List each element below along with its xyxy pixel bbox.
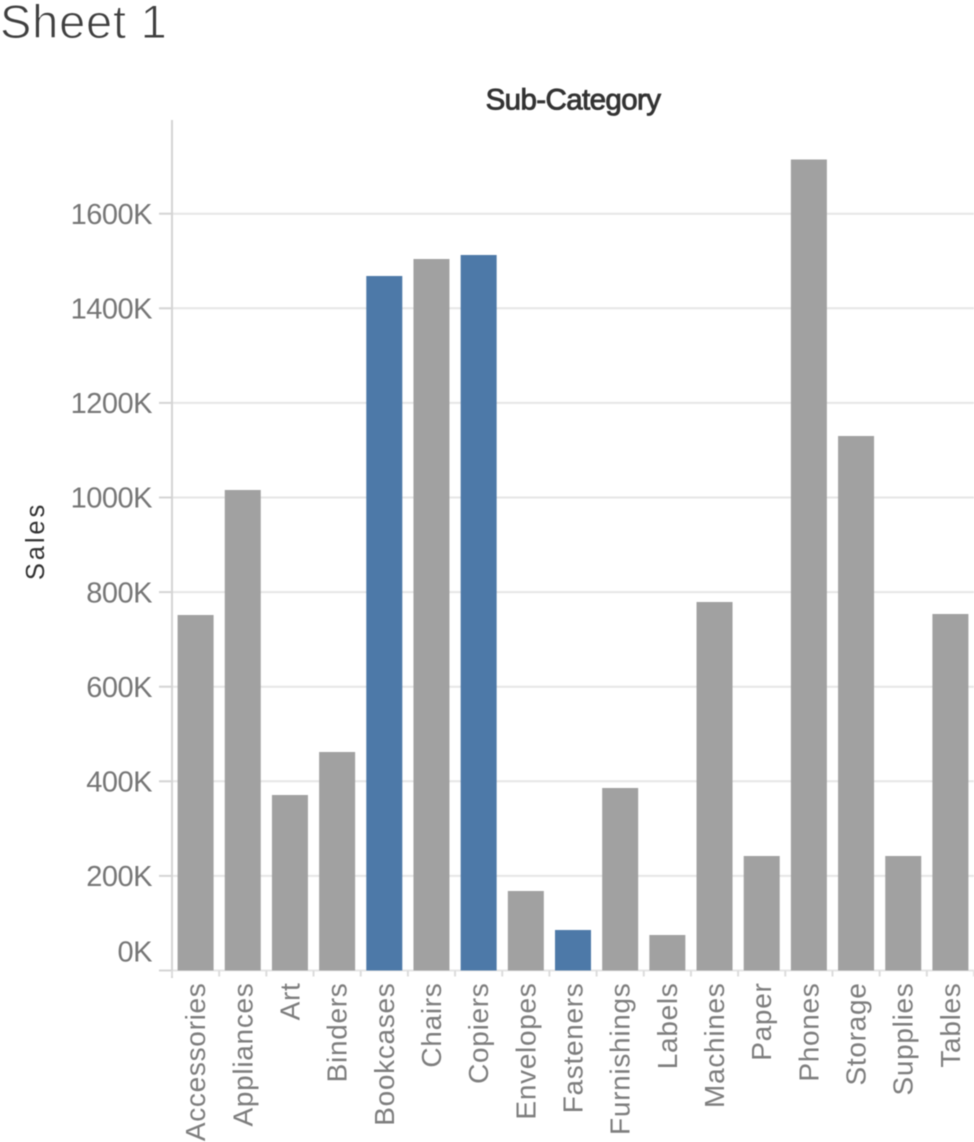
- svg-text:0K: 0K: [118, 936, 154, 968]
- svg-text:200K: 200K: [86, 861, 153, 893]
- svg-text:Sub-Category: Sub-Category: [486, 84, 662, 117]
- svg-text:Bookcases: Bookcases: [369, 983, 400, 1126]
- svg-text:Machines: Machines: [699, 983, 730, 1108]
- svg-text:Sales: Sales: [22, 502, 50, 580]
- svg-text:1600K: 1600K: [71, 199, 154, 231]
- svg-text:Supplies: Supplies: [888, 983, 919, 1096]
- svg-text:Appliances: Appliances: [227, 983, 258, 1127]
- svg-text:600K: 600K: [86, 672, 153, 704]
- svg-text:Furnishings: Furnishings: [605, 983, 636, 1135]
- svg-text:Phones: Phones: [793, 983, 824, 1082]
- svg-text:1000K: 1000K: [71, 483, 154, 515]
- svg-text:Labels: Labels: [652, 983, 683, 1070]
- svg-text:Copiers: Copiers: [463, 983, 494, 1084]
- svg-text:Paper: Paper: [746, 983, 777, 1061]
- svg-text:400K: 400K: [86, 766, 153, 798]
- svg-text:Envelopes: Envelopes: [510, 983, 541, 1120]
- svg-text:Fasteners: Fasteners: [558, 983, 589, 1114]
- svg-text:Storage: Storage: [841, 983, 872, 1086]
- svg-text:1400K: 1400K: [71, 293, 154, 325]
- svg-text:Tables: Tables: [935, 983, 966, 1068]
- svg-text:1200K: 1200K: [71, 388, 154, 420]
- svg-text:Binders: Binders: [322, 983, 353, 1083]
- svg-text:800K: 800K: [86, 577, 153, 609]
- svg-text:Sheet 1: Sheet 1: [0, 0, 168, 48]
- svg-text:Art: Art: [274, 983, 305, 1021]
- svg-text:Accessories: Accessories: [180, 983, 211, 1142]
- svg-text:Chairs: Chairs: [416, 983, 447, 1068]
